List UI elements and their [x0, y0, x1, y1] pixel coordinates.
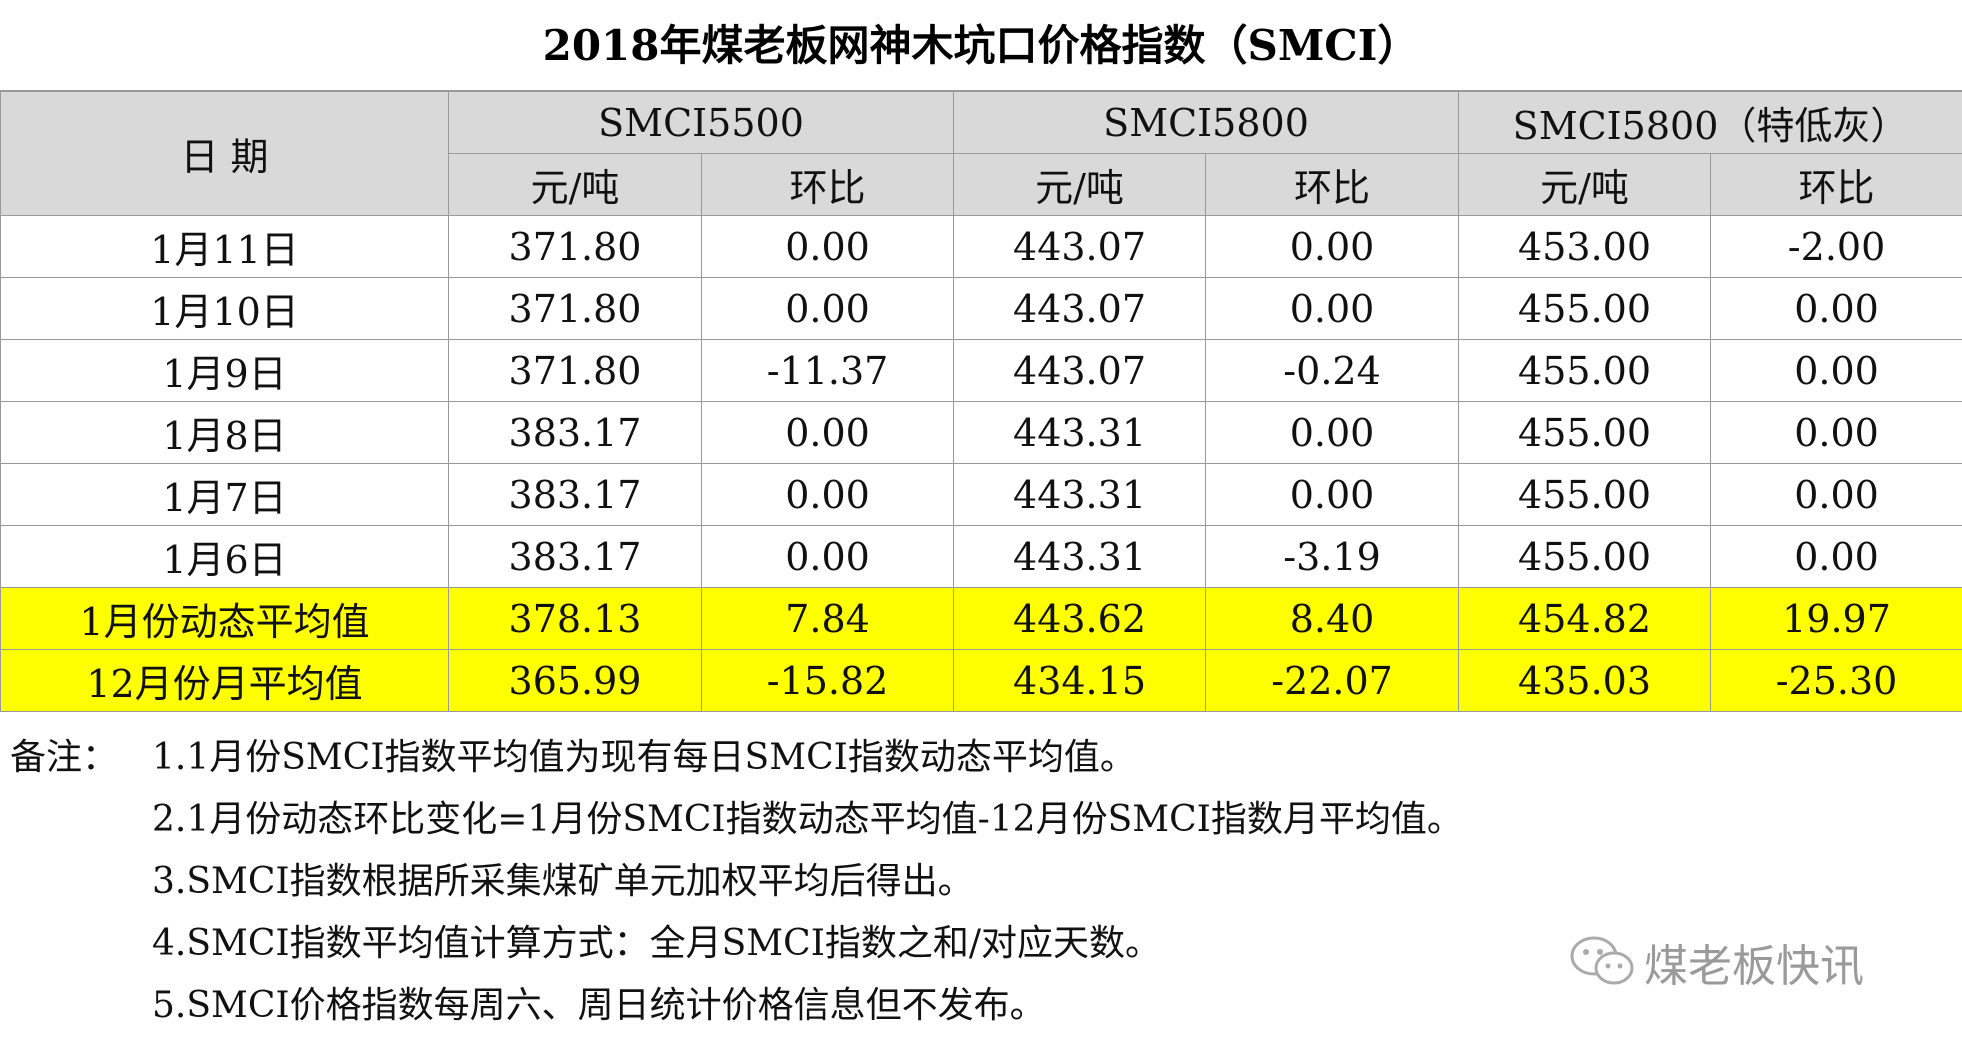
note-item: 5.SMCI价格指数每周六、周日统计价格信息但不发布。 — [152, 985, 1046, 1026]
value-cell: 7.84 — [700, 587, 955, 650]
value-cell: 455.00 — [1458, 339, 1712, 402]
data-row: 1月9日 371.80 -11.37 443.07 -0.24 455.00 0.00 — [0, 339, 1962, 402]
value-cell: 0.00 — [700, 277, 955, 340]
value-cell: 378.13 — [448, 587, 702, 650]
subheader: 元/吨 — [953, 153, 1207, 216]
value-cell: 0.00 — [1710, 525, 1962, 588]
data-row: 1月份动态平均值 378.13 7.84 443.62 8.40 454.82 19.97 — [0, 587, 1962, 650]
date-cell: 1月10日 — [0, 277, 449, 340]
value-cell: 371.80 — [448, 215, 702, 278]
price-table: 日 期 SMCI5500 SMCI5800 SMCI5800（特低灰） 元/吨 环比 元/吨… — [0, 91, 1962, 712]
value-cell: 443.31 — [953, 401, 1207, 464]
title: 2018年煤老板网神木坑口价格指数（SMCI） — [0, 0, 1962, 91]
value-cell: 0.00 — [1205, 277, 1460, 340]
value-cell: 0.00 — [1205, 463, 1460, 526]
value-cell: 0.00 — [1205, 401, 1460, 464]
value-cell: 455.00 — [1458, 525, 1712, 588]
data-row: 1月8日 383.17 0.00 443.31 0.00 455.00 0.00 — [0, 401, 1962, 464]
data-row: 1月6日 383.17 0.00 443.31 -3.19 455.00 0.00 — [0, 525, 1962, 588]
value-cell: 0.00 — [1710, 277, 1962, 340]
value-cell: 443.07 — [953, 339, 1207, 402]
subheader-row: 元/吨 环比 元/吨 环比 元/吨 环比 — [1, 153, 1962, 216]
group-header: SMCI5800（特低灰） — [1458, 91, 1962, 154]
subheader: 环比 — [700, 153, 955, 216]
subheader: 环比 — [1205, 153, 1460, 216]
note-item: 1.1月份SMCI指数平均值为现有每日SMCI指数动态平均值。 — [152, 737, 1136, 778]
note-item: 2.1月份动态环比变化=1月份SMCI指数动态平均值-12月份SMCI指数月平均… — [152, 799, 1463, 840]
date-cell: 1月8日 — [0, 401, 449, 464]
data-row: 1月10日 371.80 0.00 443.07 0.00 455.00 0.00 — [0, 277, 1962, 340]
note-item: 4.SMCI指数平均值计算方式：全月SMCI指数之和/对应天数。 — [152, 923, 1162, 964]
value-cell: 435.03 — [1458, 649, 1712, 712]
value-cell: 0.00 — [1205, 215, 1460, 278]
value-cell: 0.00 — [1710, 339, 1962, 402]
value-cell: 383.17 — [448, 401, 702, 464]
data-row: 1月7日 383.17 0.00 443.31 0.00 455.00 0.00 — [0, 463, 1962, 526]
value-cell: 0.00 — [700, 215, 955, 278]
value-cell: 443.07 — [953, 277, 1207, 340]
header-row: 日 期 SMCI5500 SMCI5800 SMCI5800（特低灰） — [0, 91, 1962, 216]
value-cell: 8.40 — [1205, 587, 1460, 650]
value-cell: 453.00 — [1458, 215, 1712, 278]
value-cell: -3.19 — [1205, 525, 1460, 588]
date-cell: 12月份月平均值 — [0, 649, 449, 712]
date-cell: 1月11日 — [0, 215, 449, 278]
subheader: 元/吨 — [448, 153, 702, 216]
date-cell: 1月份动态平均值 — [0, 587, 449, 650]
date-cell: 1月7日 — [0, 463, 449, 526]
date-cell: 1月6日 — [0, 525, 449, 588]
value-cell: 455.00 — [1458, 463, 1712, 526]
value-cell: 383.17 — [448, 463, 702, 526]
value-cell: 0.00 — [1710, 401, 1962, 464]
value-cell: 0.00 — [700, 401, 955, 464]
note-label: 备注： — [10, 737, 119, 778]
value-cell: -22.07 — [1205, 649, 1460, 712]
value-cell: 443.31 — [953, 525, 1207, 588]
notes: 备注： 1.1月份SMCI指数平均值为现有每日SMCI指数动态平均值。 2.1月份动… — [10, 727, 1463, 1037]
data-row: 12月份月平均值 365.99 -15.82 434.15 -22.07 435.03 -2… — [0, 649, 1962, 712]
value-cell: -25.30 — [1710, 649, 1962, 712]
value-cell: 443.31 — [953, 463, 1207, 526]
date-cell: 1月9日 — [0, 339, 449, 402]
value-cell: -15.82 — [700, 649, 955, 712]
subheader: 元/吨 — [1458, 153, 1712, 216]
value-cell: 19.97 — [1710, 587, 1962, 650]
date-header: 日 期 — [0, 91, 449, 216]
group-header: SMCI5800 — [953, 91, 1460, 154]
value-cell: 454.82 — [1458, 587, 1712, 650]
value-cell: 455.00 — [1458, 401, 1712, 464]
note-item: 3.SMCI指数根据所采集煤矿单元加权平均后得出。 — [152, 861, 974, 902]
data-row: 1月11日 371.80 0.00 443.07 0.00 453.00 -2.00 — [0, 215, 1962, 278]
subheader: 环比 — [1710, 153, 1962, 216]
value-cell: -0.24 — [1205, 339, 1460, 402]
value-cell: 365.99 — [448, 649, 702, 712]
value-cell: 443.07 — [953, 215, 1207, 278]
value-cell: 0.00 — [700, 525, 955, 588]
group-header: SMCI5500 — [447, 91, 955, 154]
value-cell: -11.37 — [700, 339, 955, 402]
value-cell: -2.00 — [1710, 215, 1962, 278]
watermark-text: 煤老板快讯 — [1644, 941, 1864, 992]
value-cell: 0.00 — [1710, 463, 1962, 526]
note-line: 备注： 1.1月份SMCI指数平均值为现有每日SMCI指数动态平均值。 — [10, 727, 1463, 789]
value-cell: 371.80 — [448, 277, 702, 340]
value-cell: 383.17 — [448, 525, 702, 588]
value-cell: 0.00 — [700, 463, 955, 526]
wechat-icon — [1570, 936, 1634, 985]
watermark: 煤老板快讯 — [1568, 930, 1864, 994]
value-cell: 443.62 — [953, 587, 1207, 650]
value-cell: 434.15 — [953, 649, 1207, 712]
value-cell: 371.80 — [448, 339, 702, 402]
value-cell: 455.00 — [1458, 277, 1712, 340]
